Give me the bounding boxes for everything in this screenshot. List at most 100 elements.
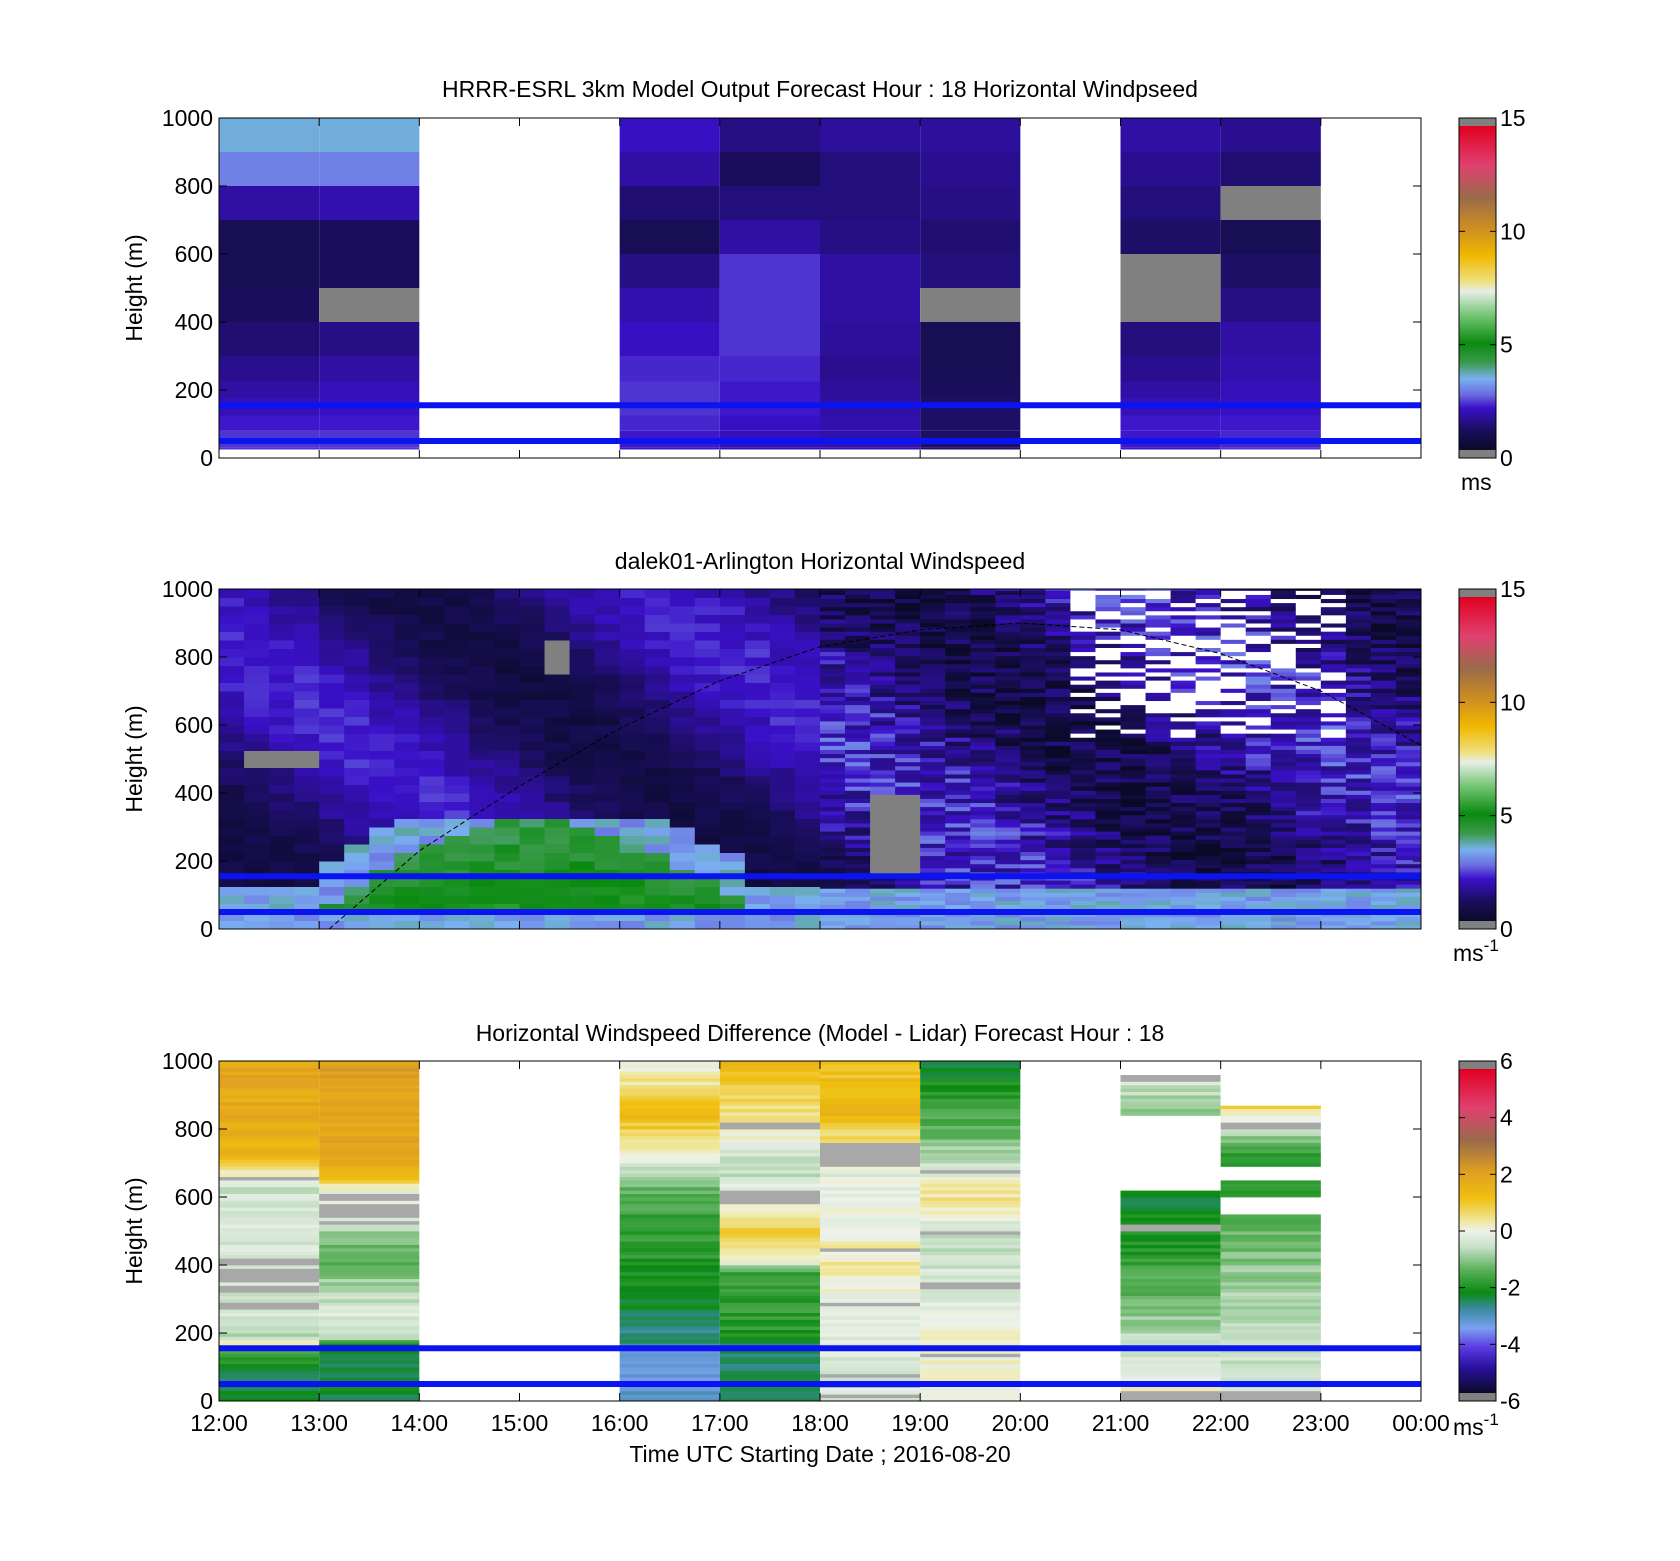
heatmap-cell: [1395, 847, 1421, 852]
heatmap-cell: [920, 1061, 1021, 1065]
heatmap-cell: [1020, 635, 1046, 640]
heatmap-cell: [1395, 880, 1421, 885]
heatmap-cell: [970, 712, 996, 718]
heatmap-cell: [544, 793, 571, 802]
heatmap-cell: [1120, 692, 1147, 697]
heatmap-cell: [619, 674, 646, 683]
heatmap-cell: [1345, 835, 1372, 840]
heatmap-cell: [870, 847, 896, 852]
heatmap-cell: [569, 597, 596, 607]
heatmap-cell: [444, 623, 470, 632]
heatmap-cell: [945, 851, 971, 857]
heatmap-cell: [544, 665, 571, 675]
heatmap-cell: [970, 684, 996, 689]
heatmap-cell: [219, 640, 245, 649]
heatmap-cell: [644, 631, 671, 641]
heatmap-cell: [1145, 720, 1172, 726]
heatmap-cell: [895, 790, 921, 795]
heatmap-cell: [920, 1261, 1021, 1266]
heatmap-cell: [820, 1203, 921, 1208]
heatmap-cell: [920, 700, 946, 706]
heatmap-cell: [1095, 733, 1121, 738]
heatmap-cell: [669, 648, 696, 658]
heatmap-cell: [1220, 1350, 1321, 1354]
heatmap-cell: [820, 1295, 921, 1300]
heatmap-cell: [469, 835, 495, 845]
heatmap-cell: [1345, 590, 1372, 595]
heatmap-cell: [1145, 729, 1172, 734]
heatmap-cell: [895, 602, 921, 608]
heatmap-cell: [1370, 594, 1397, 600]
heatmap-cell: [1370, 676, 1397, 681]
heatmap-cell: [1220, 1231, 1321, 1235]
heatmap-cell: [794, 665, 821, 675]
heatmap-cell: [920, 1139, 1021, 1143]
heatmap-cell: [394, 589, 420, 598]
panel-title: Horizontal Windspeed Difference (Model -…: [476, 1020, 1165, 1046]
heatmap-cell: [744, 793, 771, 802]
heatmap-cell: [1345, 610, 1372, 616]
heatmap-cell: [820, 631, 846, 636]
heatmap-cell: [794, 912, 821, 921]
heatmap-cell: [219, 1125, 320, 1130]
heatmap-cell: [219, 597, 245, 607]
heatmap-cell: [744, 818, 771, 828]
heatmap-cell: [920, 1316, 1021, 1320]
heatmap-cell: [319, 759, 345, 768]
heatmap-cell: [394, 886, 420, 896]
heatmap-cell: [619, 716, 646, 726]
heatmap-cell: [1020, 839, 1046, 844]
heatmap-cell: [619, 1336, 720, 1341]
heatmap-cell: [1295, 855, 1322, 861]
heatmap-cell: [1120, 655, 1147, 661]
heatmap-cell: [744, 878, 771, 887]
heatmap-cell: [1195, 725, 1222, 730]
heatmap-cell: [1195, 761, 1222, 767]
heatmap-cell: [219, 1322, 320, 1327]
heatmap-cell: [845, 733, 871, 738]
heatmap-cell: [1220, 1186, 1321, 1191]
heatmap-cell: [1145, 851, 1172, 857]
heatmap-cell: [1270, 733, 1297, 738]
heatmap-cell: [1320, 712, 1347, 718]
heatmap-cell: [1295, 822, 1322, 828]
heatmap-cell: [619, 1326, 720, 1330]
heatmap-cell: [945, 618, 971, 624]
heatmap-cell: [1045, 778, 1071, 783]
heatmap-cell: [995, 720, 1021, 726]
heatmap-cell: [619, 1268, 720, 1273]
heatmap-cell: [344, 852, 370, 862]
heatmap-cell: [870, 769, 896, 775]
heatmap-cell: [1170, 704, 1197, 710]
heatmap-cell: [319, 1248, 420, 1252]
heatmap-cell: [219, 1159, 320, 1164]
heatmap-cell: [1320, 851, 1347, 857]
heatmap-cell: [494, 691, 520, 700]
heatmap-cell: [1145, 733, 1172, 738]
heatmap-cell: [1020, 659, 1046, 665]
heatmap-cell: [1295, 631, 1322, 636]
heatmap-cell: [870, 716, 896, 722]
heatmap-cell: [1395, 839, 1421, 844]
heatmap-cell: [1045, 920, 1071, 926]
heatmap-cell: [820, 1254, 921, 1259]
heatmap-cell: [1070, 643, 1096, 648]
heatmap-cell: [1345, 884, 1372, 889]
heatmap-cell: [1220, 647, 1247, 653]
heatmap-cell: [1295, 639, 1322, 644]
heatmap-cell: [519, 648, 546, 658]
heatmap-cell: [594, 912, 621, 921]
heatmap-cell: [1220, 1159, 1321, 1164]
heatmap-cell: [895, 610, 921, 616]
heatmap-cell: [419, 776, 445, 785]
heatmap-cell: [895, 855, 921, 861]
heatmap-cell: [319, 725, 345, 734]
heatmap-cell: [794, 725, 821, 734]
heatmap-cell: [1095, 712, 1121, 718]
heatmap-cell: [920, 1271, 1021, 1276]
heatmap-cell: [1195, 696, 1222, 702]
heatmap-cell: [1070, 753, 1096, 759]
heatmap-cell: [945, 725, 971, 730]
heatmap-cell: [845, 602, 871, 608]
heatmap-cell: [895, 651, 921, 657]
